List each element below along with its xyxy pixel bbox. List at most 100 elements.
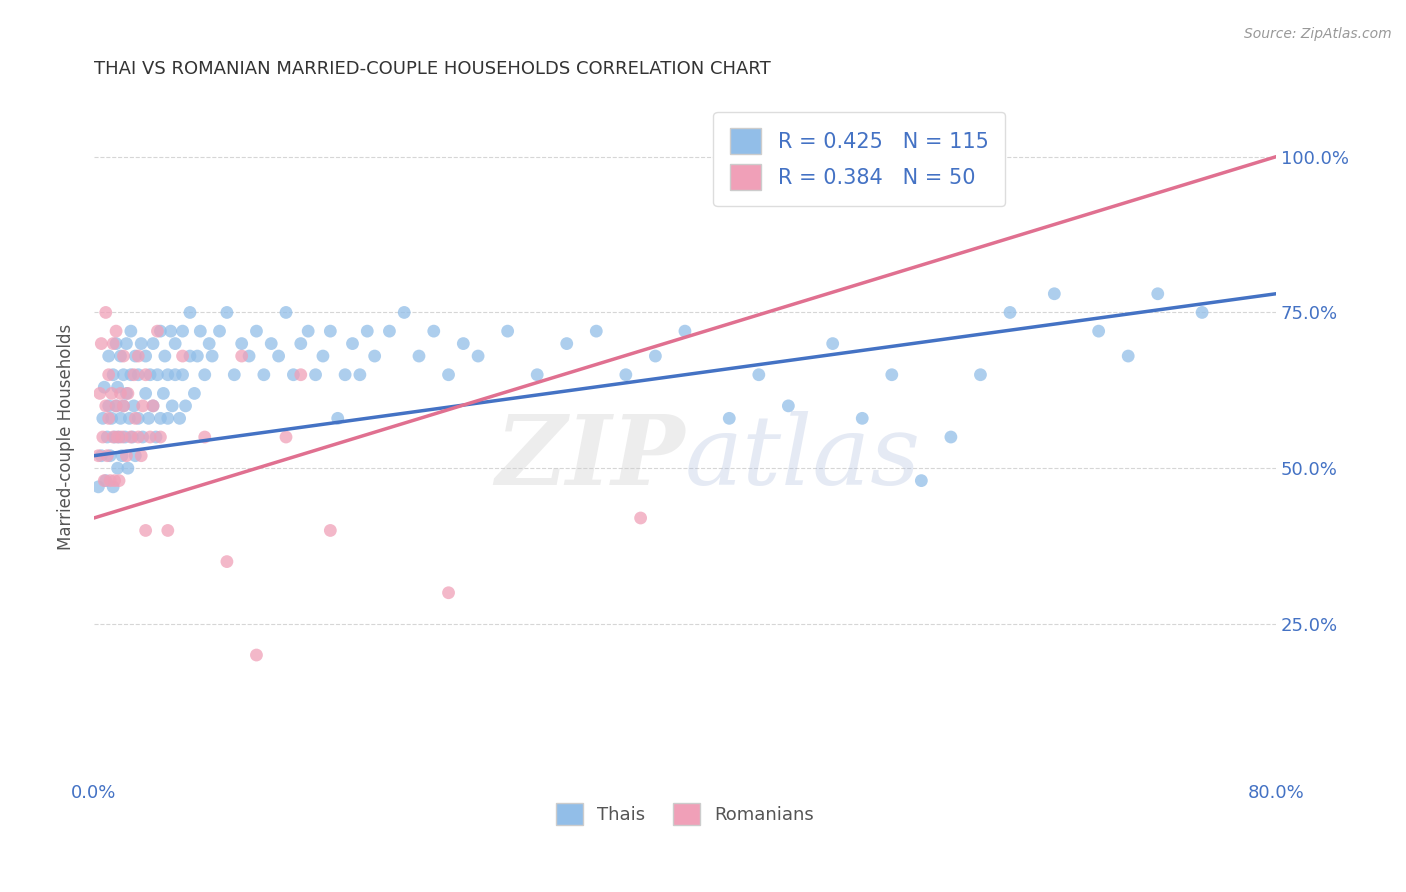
Legend: Thais, Romanians: Thais, Romanians <box>548 796 821 832</box>
Point <box>131 399 153 413</box>
Point <box>152 386 174 401</box>
Point <box>146 324 169 338</box>
Point <box>198 336 221 351</box>
Point <box>172 324 194 338</box>
Point <box>112 368 135 382</box>
Point <box>159 324 181 338</box>
Point <box>142 399 165 413</box>
Point <box>124 411 146 425</box>
Point <box>245 324 267 338</box>
Point <box>117 461 139 475</box>
Point <box>392 305 415 319</box>
Point <box>718 411 741 425</box>
Point <box>453 336 475 351</box>
Point <box>87 449 110 463</box>
Point <box>156 368 179 382</box>
Point <box>90 336 112 351</box>
Point <box>267 349 290 363</box>
Point <box>644 349 666 363</box>
Point <box>174 399 197 413</box>
Text: Source: ZipAtlas.com: Source: ZipAtlas.com <box>1244 27 1392 41</box>
Point <box>94 305 117 319</box>
Point <box>108 430 131 444</box>
Point <box>93 380 115 394</box>
Point <box>356 324 378 338</box>
Point <box>194 368 217 382</box>
Point <box>101 336 124 351</box>
Point <box>169 411 191 425</box>
Point <box>122 368 145 382</box>
Point <box>112 399 135 413</box>
Point <box>748 368 770 382</box>
Point <box>122 399 145 413</box>
Point <box>245 648 267 662</box>
Point <box>114 430 136 444</box>
Point <box>124 449 146 463</box>
Text: atlas: atlas <box>685 410 921 505</box>
Point <box>297 324 319 338</box>
Point <box>260 336 283 351</box>
Point <box>201 349 224 363</box>
Point <box>115 449 138 463</box>
Point <box>326 411 349 425</box>
Point <box>115 386 138 401</box>
Point <box>342 336 364 351</box>
Point <box>104 474 127 488</box>
Point <box>127 430 149 444</box>
Point <box>253 368 276 382</box>
Point <box>312 349 335 363</box>
Text: ZIP: ZIP <box>495 410 685 505</box>
Point <box>112 399 135 413</box>
Point <box>179 349 201 363</box>
Point <box>120 368 142 382</box>
Point <box>120 324 142 338</box>
Point <box>333 368 356 382</box>
Point <box>1146 286 1168 301</box>
Point <box>101 430 124 444</box>
Point <box>851 411 873 425</box>
Point <box>105 324 128 338</box>
Point <box>585 324 607 338</box>
Point <box>821 336 844 351</box>
Point <box>998 305 1021 319</box>
Point <box>1116 349 1139 363</box>
Point <box>437 586 460 600</box>
Point <box>101 480 124 494</box>
Point <box>437 368 460 382</box>
Point <box>127 411 149 425</box>
Point <box>283 368 305 382</box>
Point <box>614 368 637 382</box>
Point <box>149 324 172 338</box>
Point <box>100 386 122 401</box>
Point <box>319 324 342 338</box>
Point <box>423 324 446 338</box>
Point <box>110 411 132 425</box>
Point <box>188 324 211 338</box>
Point <box>118 411 141 425</box>
Point <box>969 150 991 164</box>
Point <box>87 480 110 494</box>
Point <box>135 349 157 363</box>
Point <box>94 474 117 488</box>
Point <box>231 349 253 363</box>
Point <box>274 305 297 319</box>
Point <box>105 399 128 413</box>
Point <box>117 386 139 401</box>
Point <box>127 368 149 382</box>
Point <box>112 349 135 363</box>
Point <box>138 411 160 425</box>
Point <box>105 336 128 351</box>
Point <box>146 368 169 382</box>
Point <box>149 411 172 425</box>
Point <box>969 368 991 382</box>
Point <box>121 430 143 444</box>
Point <box>939 430 962 444</box>
Point <box>120 430 142 444</box>
Point <box>108 474 131 488</box>
Point <box>142 399 165 413</box>
Point <box>363 349 385 363</box>
Point <box>135 386 157 401</box>
Point <box>98 474 121 488</box>
Point <box>94 399 117 413</box>
Point <box>1087 324 1109 338</box>
